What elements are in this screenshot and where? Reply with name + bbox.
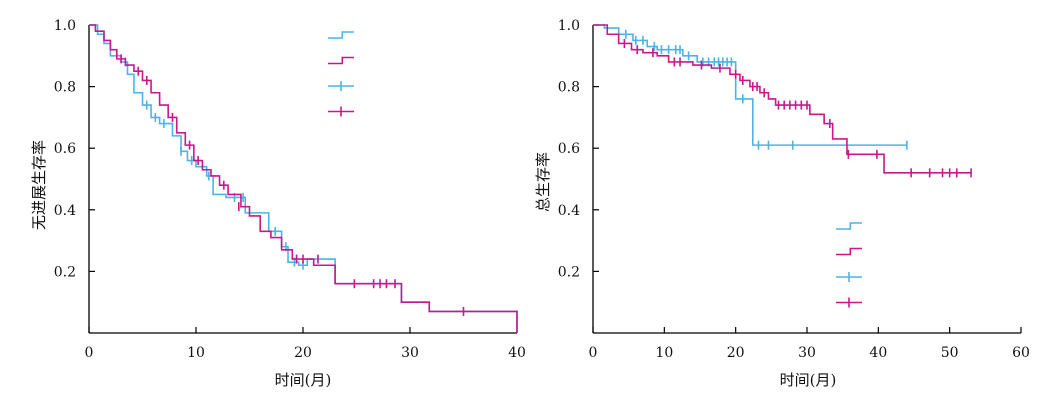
os-x-tick-label: 40 xyxy=(869,345,887,361)
chart-pfs: 时间(月) 无进展生存率 0 10 20 30 40 0.2 0.4 0.6 0.8 1.0 xyxy=(30,18,526,389)
pfs-x-tick-label: 40 xyxy=(508,345,526,361)
pfs-y-tick-label: 0.2 xyxy=(54,264,76,280)
os-x-axis-title: 时间(月) xyxy=(780,371,837,389)
pfs-x-tick-label: 30 xyxy=(401,345,419,361)
pfs-x-tick-label: 10 xyxy=(187,345,205,361)
pfs-legend-swatch xyxy=(328,56,354,65)
os-legend-swatch xyxy=(836,247,862,256)
os-legend xyxy=(836,222,862,308)
os-y-tick-label: 0.4 xyxy=(558,203,580,219)
os-series xyxy=(593,24,972,178)
pfs-y-axis-title: 无进展生存率 xyxy=(30,140,48,230)
pfs-series xyxy=(89,24,518,333)
os-series-blue-line xyxy=(593,24,907,146)
os-x-tick-label: 50 xyxy=(941,345,959,361)
os-y-tick-label: 0.2 xyxy=(558,264,580,280)
pfs-series-blue-line xyxy=(89,24,518,333)
os-x-tick-label: 10 xyxy=(655,345,673,361)
pfs-y-tick-label: 0.4 xyxy=(54,203,76,219)
os-y-tick-label: 1.0 xyxy=(558,18,580,34)
pfs-y-tick-label: 1.0 xyxy=(54,18,76,34)
os-y-tick-label: 0.6 xyxy=(558,141,580,157)
os-y-tick-label: 0.8 xyxy=(558,80,580,96)
os-x-tick-label: 60 xyxy=(1012,345,1030,361)
pfs-x-tick-label: 20 xyxy=(294,345,312,361)
os-legend-swatch xyxy=(836,222,862,230)
pfs-x-axis-title: 时间(月) xyxy=(275,371,332,389)
pfs-x-tick-label: 0 xyxy=(85,345,94,361)
pfs-ticks: 0 10 20 30 40 0.2 0.4 0.6 0.8 1.0 xyxy=(54,18,526,361)
os-x-tick-label: 0 xyxy=(589,345,598,361)
os-x-tick-label: 30 xyxy=(798,345,816,361)
os-ticks: 0 10 20 30 40 50 60 0.2 0.4 0.6 0.8 1.0 xyxy=(558,18,1030,361)
pfs-legend-swatch xyxy=(328,31,354,39)
pfs-y-tick-label: 0.8 xyxy=(54,80,76,96)
pfs-legend xyxy=(328,31,354,117)
pfs-y-tick-label: 0.6 xyxy=(54,141,76,157)
os-y-axis-title: 总生存率 xyxy=(534,152,552,212)
chart-os: 时间(月) 总生存率 0 10 20 30 40 50 60 0.2 0.4 0.6 0.8 1.0 xyxy=(534,18,1030,389)
os-x-tick-label: 20 xyxy=(727,345,745,361)
pfs-series-magenta-line xyxy=(89,24,518,333)
